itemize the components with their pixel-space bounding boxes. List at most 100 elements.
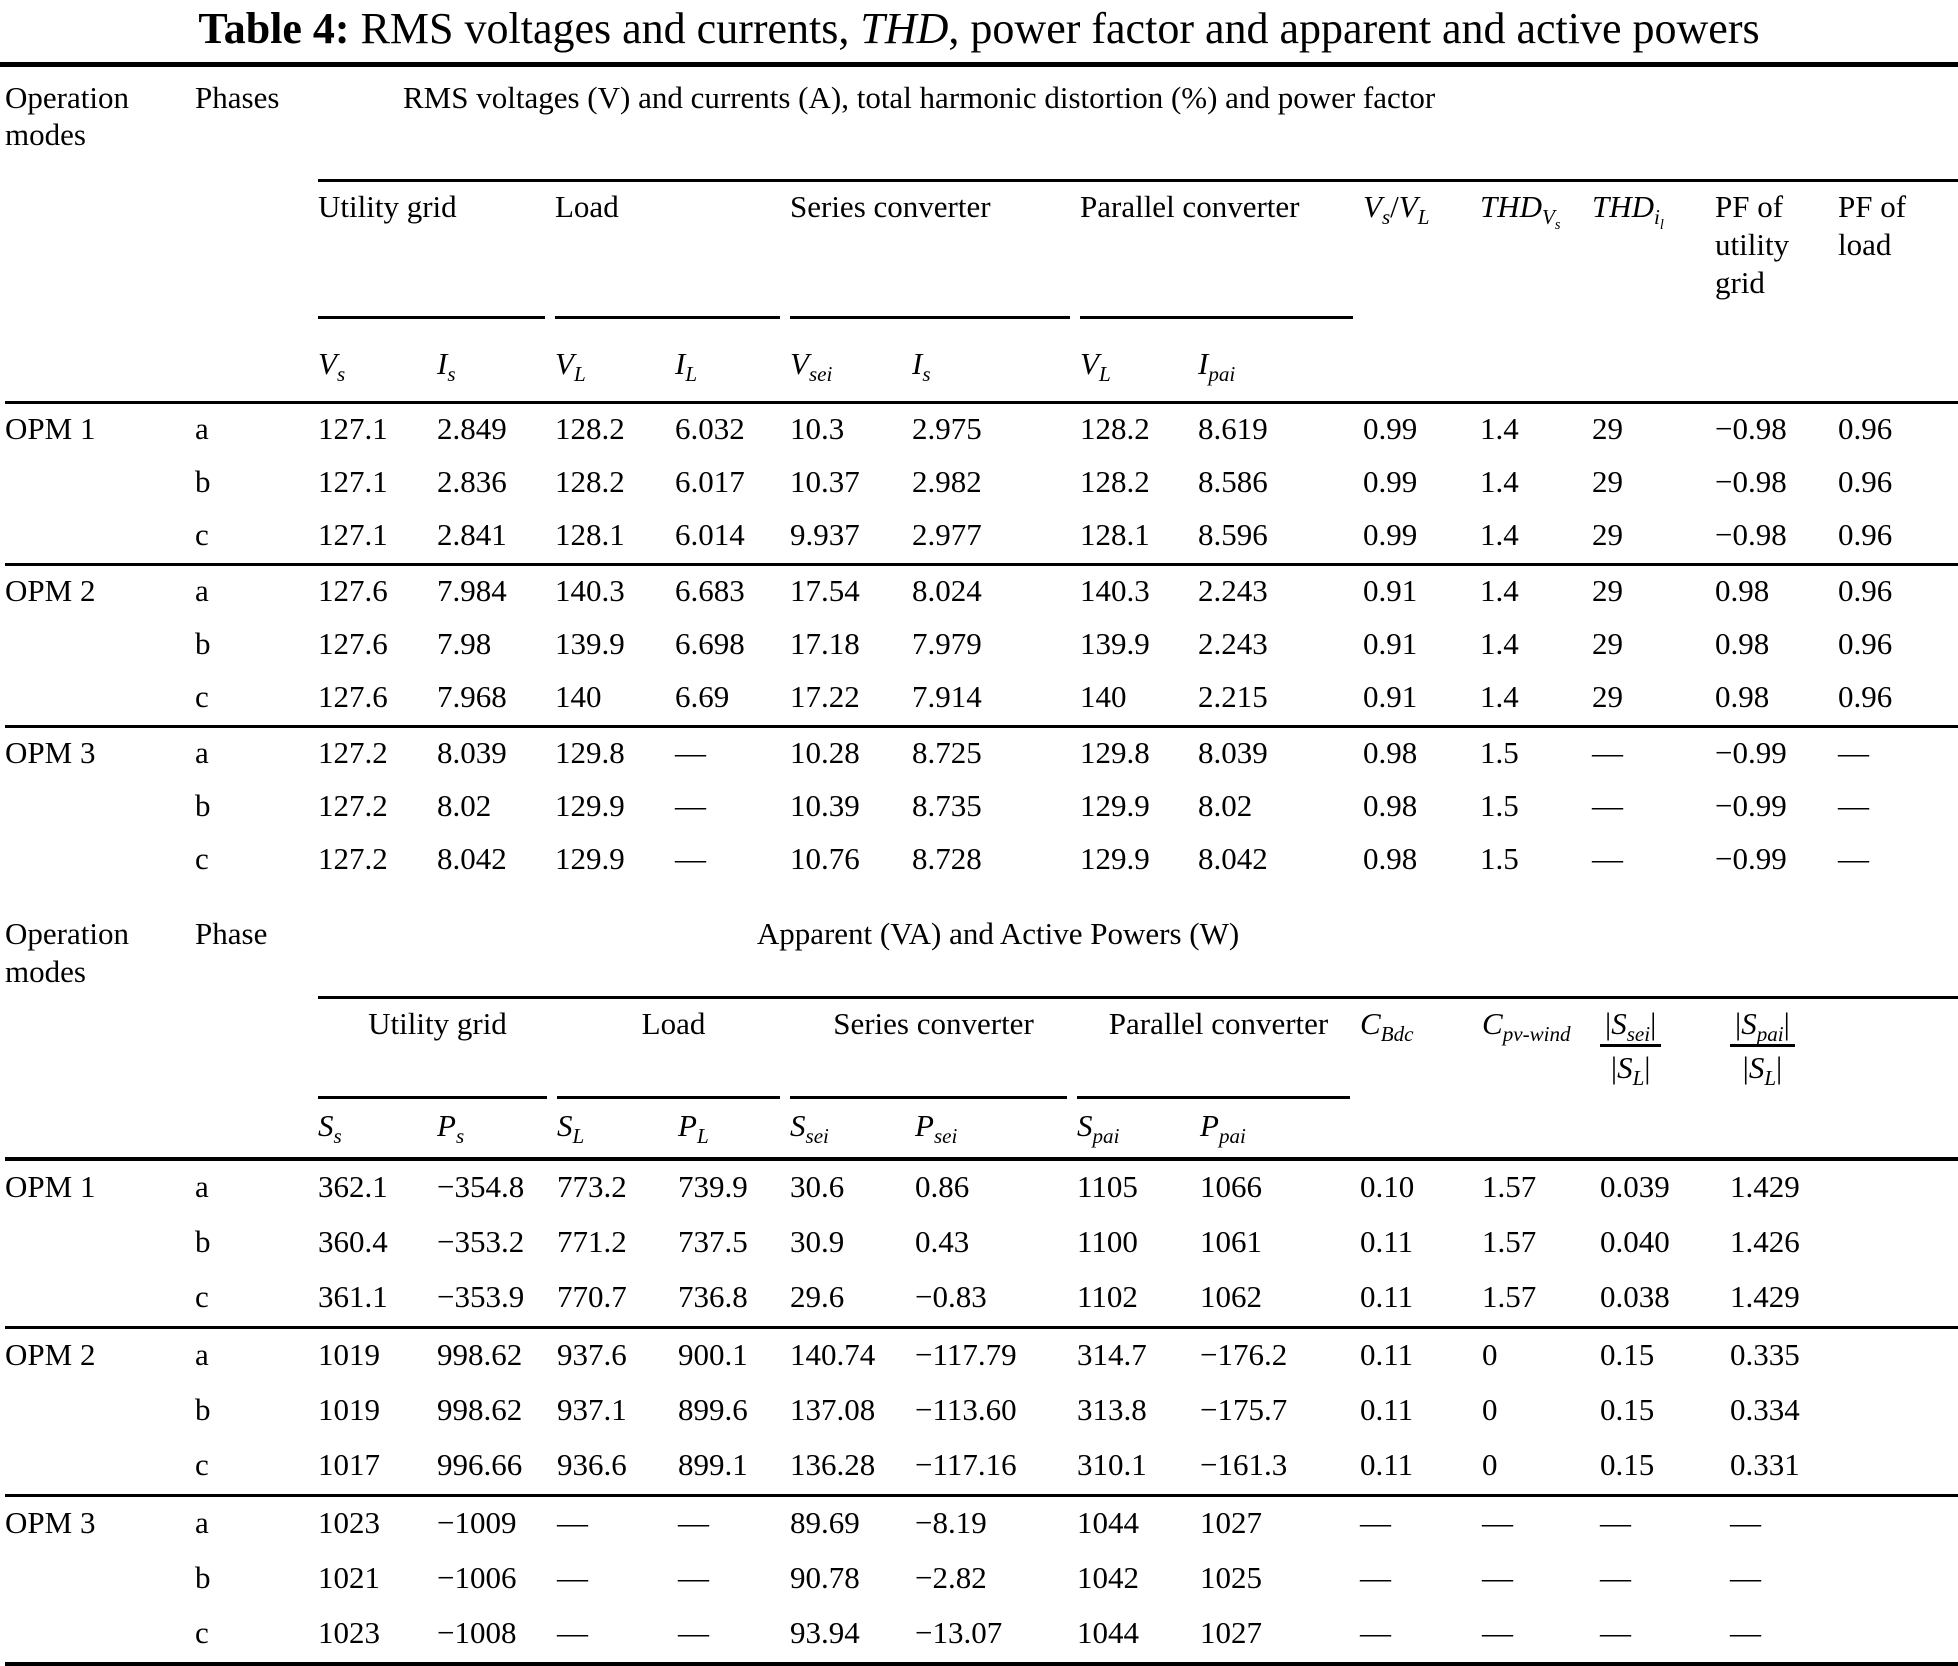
subcol-vl-header: VL: [555, 318, 675, 405]
phase-label: b: [195, 788, 211, 824]
table-cell: 0.039: [1600, 1169, 1670, 1205]
subcol-sl-header: SL: [557, 1099, 678, 1162]
subcol-pl-header: PL: [678, 1099, 790, 1162]
table-cell: 6.032: [675, 411, 745, 447]
table-cell: 1017: [318, 1447, 380, 1483]
table-cell: —: [678, 1494, 790, 1553]
table-cell: 1.57: [1482, 1279, 1537, 1315]
table-cell: 736.8: [678, 1279, 748, 1315]
op-mode-label: OPM 2: [5, 563, 195, 620]
table-cell: 7.968: [437, 679, 507, 715]
table-cell: 1023: [318, 1607, 437, 1666]
table-cell: —: [1360, 1494, 1482, 1553]
table-cell: 0.10: [1360, 1169, 1415, 1205]
table-cell: 2.841: [437, 517, 507, 553]
operation-modes-header: Operation modes: [5, 66, 195, 405]
table-cell: −1008: [437, 1607, 557, 1666]
table-cell: 7.914: [912, 679, 982, 715]
subcol-spai-header: Spai: [1077, 1099, 1200, 1162]
table-cell: 1044: [1077, 1607, 1200, 1666]
table-cell: 29: [1592, 563, 1715, 620]
table-cell: 1102: [1077, 1279, 1138, 1315]
table-cell: 7.98: [437, 626, 492, 662]
table-cell: 128.1: [555, 517, 625, 553]
subcol-il-header: IL: [675, 318, 790, 405]
table-cell: 996.66: [437, 1447, 523, 1483]
operation-modes-header-2: Operation modes: [5, 905, 195, 1162]
table-cell: —: [675, 841, 706, 877]
table-cell: 8.02: [437, 788, 492, 824]
table-title: Table 4: RMS voltages and currents, THD,…: [0, 0, 1958, 67]
table-cell: —: [1730, 1560, 1761, 1596]
table-cell: −353.9: [437, 1279, 525, 1315]
table-cell: 90.78: [790, 1560, 860, 1596]
table-cell: 737.5: [678, 1224, 748, 1260]
table-cell: −0.99: [1715, 841, 1787, 877]
phase-label: a: [195, 411, 209, 447]
table-cell: 1025: [1200, 1560, 1262, 1596]
table-cell: 1.4: [1480, 517, 1519, 553]
op-mode-label: [5, 834, 195, 887]
table-cell: 0.86: [915, 1169, 970, 1205]
table-row: b 127.2 8.02 129.9 — 10.39 8.735 129.9 8.02 0.98 1…: [5, 781, 1958, 834]
table-row: OPM 3 a 127.2 8.039 129.8—10.28 8.725 129.8 8.0…: [5, 725, 1958, 782]
table-cell: 8.586: [1198, 464, 1268, 500]
table-cell: 1.4: [1480, 563, 1592, 620]
table-row: b 127.1 2.836 128.2 6.017 10.37 2.982 128.2 8.58…: [5, 457, 1958, 510]
table-cell: 2.982: [912, 464, 982, 500]
table-cell: 8.596: [1198, 517, 1268, 553]
table-cell: −113.60: [915, 1392, 1017, 1428]
table-cell: 0.335: [1730, 1326, 1958, 1385]
table-cell: 2.836: [437, 464, 507, 500]
table-cell: 899.1: [678, 1447, 748, 1483]
table-row: c 1017 996.66 936.6 899.1 136.28 −117.16 310.1 −…: [5, 1439, 1958, 1496]
table-cell: 0.43: [915, 1224, 970, 1260]
table-cell: 8.024: [912, 563, 1080, 620]
table-cell: —: [1360, 1607, 1482, 1666]
table-cell: 140: [555, 679, 602, 715]
table-cell: 1027: [1200, 1607, 1360, 1666]
phases-header: Phases: [195, 66, 318, 405]
table-cell: —: [1592, 788, 1623, 824]
load-group-header: Load: [555, 181, 790, 319]
table-row: OPM 1 a 127.1 2.849 128.2 6.032 10.3 2.975 128.2…: [5, 403, 1958, 458]
table-row: c 127.2 8.042 129.9 — 10.76 8.728 129.9 8.042 0.9…: [5, 834, 1958, 887]
table-cell: 127.6: [318, 679, 388, 715]
table-cell: —: [1838, 725, 1958, 782]
table-cell: —: [675, 788, 706, 824]
table-cell: 1023: [318, 1494, 437, 1553]
table-cell: 1062: [1200, 1279, 1262, 1315]
table-cell: −353.2: [437, 1224, 525, 1260]
table-cell: 128.2: [555, 411, 625, 447]
table-cell: 128.2: [1080, 464, 1150, 500]
table-cell: 773.2: [557, 1169, 627, 1205]
table-cell: 0.96: [1838, 411, 1893, 447]
table-cell: 899.6: [678, 1392, 748, 1428]
table-cell: 739.9: [678, 1169, 748, 1205]
table-cell: —: [678, 1607, 790, 1666]
table-cell: —: [1360, 1560, 1391, 1596]
table-cell: 30.9: [790, 1224, 845, 1260]
table-cell: —: [1482, 1607, 1600, 1666]
table-row: b 1021 −1006 — — 90.78 −2.82 1042 1025 — — — —: [5, 1552, 1958, 1607]
table-cell: 361.1: [318, 1279, 388, 1315]
phase-label: c: [195, 1279, 209, 1315]
op-mode-label: [5, 1384, 195, 1439]
table-cell: 8.042: [1198, 841, 1268, 877]
table-cell: 1105: [1077, 1169, 1138, 1205]
op-mode-label: [5, 1271, 195, 1328]
c-bdc-header: CBdc: [1360, 997, 1482, 1162]
phase-label: b: [195, 464, 211, 500]
table-cell: −117.16: [915, 1447, 1017, 1483]
table-cell: —: [1592, 725, 1715, 782]
phase-header-2: Phase: [195, 905, 318, 1162]
title-text-1: RMS voltages and currents,: [349, 4, 861, 53]
table-cell: 2.243: [1198, 563, 1363, 620]
table-cell: 29: [1592, 626, 1623, 662]
table-cell: −13.07: [915, 1607, 1077, 1666]
phase-label: c: [195, 517, 209, 553]
table-cell: 2.215: [1198, 679, 1268, 715]
pf-load-header: PF of load: [1838, 180, 1958, 405]
table-cell: 6.014: [675, 517, 745, 553]
table-cell: 0.11: [1360, 1447, 1414, 1483]
